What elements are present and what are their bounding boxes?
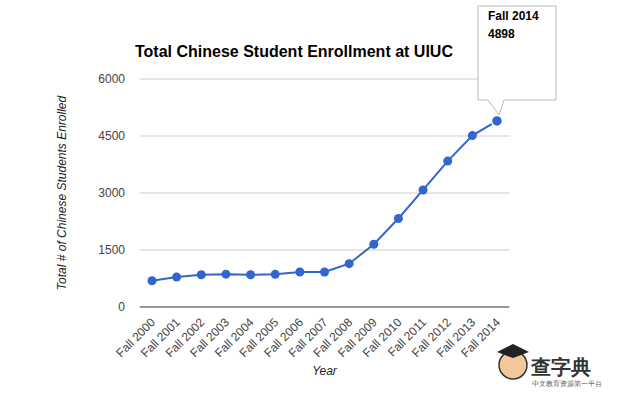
- y-tick-label: 4500: [98, 129, 125, 143]
- tooltip-category: Fall 2014: [488, 9, 539, 23]
- grid-line: [140, 136, 510, 137]
- data-point: [221, 270, 230, 279]
- data-point: [197, 270, 206, 279]
- grid-line: [140, 193, 510, 194]
- data-point: [320, 268, 329, 277]
- data-point: [295, 268, 304, 277]
- tooltip: Fall 2014 4898: [478, 6, 556, 115]
- chart-title: Total Chinese Student Enrollment at UIUC: [135, 43, 453, 60]
- x-tick-label: Fall 2014: [458, 315, 503, 360]
- y-tick-label: 6000: [98, 72, 125, 86]
- watermark: 查字典中文教育资源第一平台: [497, 344, 602, 388]
- grid-line: [140, 79, 510, 80]
- data-point: [246, 270, 255, 279]
- data-point: [468, 131, 477, 140]
- data-point: [419, 185, 428, 194]
- data-point: [369, 240, 378, 249]
- y-tick-label: 3000: [98, 186, 125, 200]
- x-axis-title: Year: [312, 364, 338, 378]
- data-point: [345, 259, 354, 268]
- data-point: [443, 157, 452, 166]
- chart-svg: Total Chinese Student Enrollment at UIUC…: [0, 0, 621, 395]
- watermark-subtitle: 中文教育资源第一平台: [532, 379, 602, 388]
- data-line: [152, 121, 497, 281]
- data-point: [491, 115, 502, 126]
- data-point: [394, 214, 403, 223]
- data-point: [148, 276, 157, 285]
- tooltip-box: [478, 6, 556, 115]
- grid-line: [140, 250, 510, 251]
- watermark-title: 查字典: [530, 356, 591, 378]
- data-point: [271, 270, 280, 279]
- tooltip-value: 4898: [488, 27, 515, 41]
- plot-area: [148, 115, 503, 285]
- grid-line: [140, 307, 510, 308]
- data-point: [172, 272, 181, 281]
- y-axis-title: Total # of Chinese Students Enrolled: [55, 96, 69, 291]
- watermark-cap: [497, 344, 529, 358]
- y-tick-label: 0: [118, 300, 125, 314]
- y-tick-label: 1500: [98, 243, 125, 257]
- chart-container: Total Chinese Student Enrollment at UIUC…: [0, 0, 621, 395]
